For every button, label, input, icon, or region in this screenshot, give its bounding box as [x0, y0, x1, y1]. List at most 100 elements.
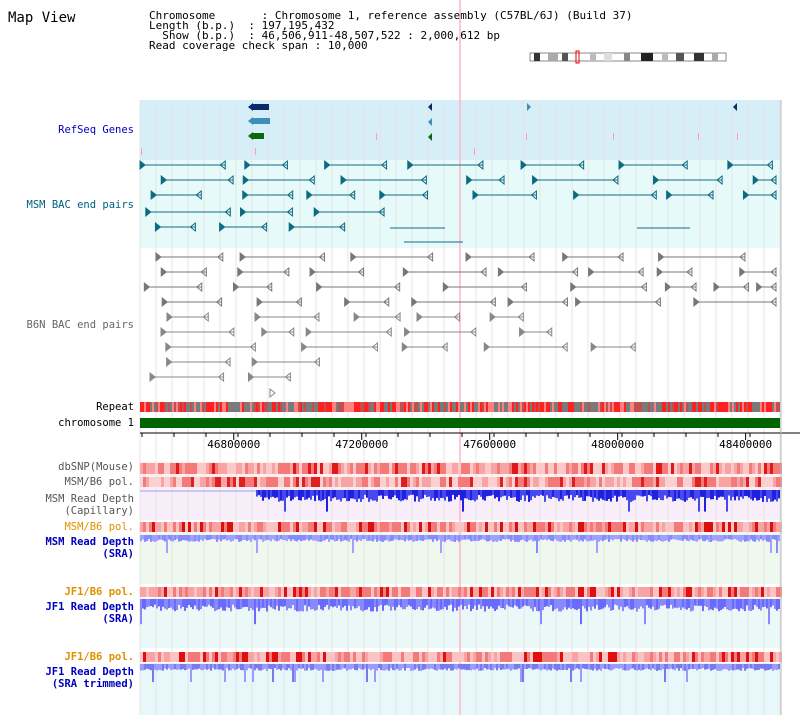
- msm-bac-pair-end: [577, 159, 585, 171]
- msm-capillary-depth-bar: [650, 490, 652, 497]
- msm-sra-depth-bar: [568, 535, 570, 541]
- jf1-sra-depth-bar: [144, 599, 146, 610]
- b6n-bac-pair-end: [483, 341, 491, 353]
- msm-sra-depth-bar: [528, 535, 530, 541]
- jf1-b6-pol-cell: [638, 587, 641, 597]
- msm-b6-pol-cell: [743, 477, 746, 487]
- jf1-b6-pol-cell: [572, 587, 575, 597]
- dbsnp-cell: [536, 463, 539, 474]
- msm-b6-pol-cell: [272, 522, 275, 532]
- jf1-b6-pol-cell: [224, 652, 227, 662]
- jf1-trim-depth-bar: [546, 664, 548, 671]
- jf1-trim-depth-bar: [600, 664, 602, 671]
- msm-sra-depth-bar: [712, 535, 714, 541]
- msm-sra-depth-bar: [326, 535, 328, 540]
- msm-capillary-depth-bar: [728, 490, 730, 496]
- jf1-b6-pol-cell: [776, 652, 779, 662]
- jf1-sra-depth-bar: [468, 599, 470, 605]
- jf1-b6-pol-cell: [374, 652, 377, 662]
- msm-b6-pol-cell: [677, 477, 680, 487]
- jf1-trim-depth-bar: [246, 664, 248, 671]
- b6n-bac-pair-end: [357, 266, 365, 278]
- msm-b6-pol-cell: [428, 477, 431, 487]
- dbsnp-cell: [404, 463, 407, 474]
- msm-sra-depth-bar: [390, 535, 392, 542]
- msm-b6-pol-cell: [497, 522, 500, 532]
- jf1-b6-pol-cell: [479, 652, 482, 662]
- msm-capillary-depth-bar: [386, 490, 388, 496]
- jf1-trim-depth-bar: [508, 664, 510, 670]
- jf1-b6-pol-cell: [254, 652, 257, 662]
- msm-b6-pol-cell: [422, 522, 425, 532]
- msm-capillary-depth-bar: [546, 490, 548, 496]
- jf1-trim-depth-bar: [374, 664, 376, 682]
- jf1-sra-depth-bar: [714, 599, 716, 608]
- jf1-sra-depth-bar: [704, 599, 706, 606]
- repeat-element: [280, 402, 282, 412]
- dbsnp-cell: [365, 463, 368, 474]
- jf1-trim-depth-bar: [148, 664, 150, 670]
- msm-b6-pol-cell: [416, 522, 419, 532]
- msm-b6-pol-cell: [527, 477, 530, 487]
- jf1-b6-pol-cell: [233, 652, 236, 662]
- msm-capillary-depth-bar: [704, 490, 706, 512]
- msm-b6-pol-cell: [179, 477, 182, 487]
- repeat-element: [746, 402, 748, 412]
- msm-capillary-depth-bar: [288, 490, 290, 497]
- jf1-b6-pol-cell: [470, 652, 473, 662]
- repeat-element: [716, 402, 718, 412]
- repeat-element: [748, 402, 750, 412]
- msm-b6-pol-cell: [359, 477, 362, 487]
- msm-b6-pol-cell: [452, 477, 455, 487]
- gene-strand-arrow: [428, 133, 432, 141]
- msm-sra-depth-bar: [410, 535, 412, 540]
- b6n-bac-pair-end: [629, 341, 636, 353]
- jf1-trim-depth-bar: [472, 664, 474, 670]
- msm-capillary-depth-bar: [614, 490, 616, 496]
- jf1-trim-depth-bar: [250, 664, 252, 669]
- jf1-sra-depth-bar: [616, 599, 618, 606]
- msm-sra-depth-bar: [592, 535, 594, 541]
- dbsnp-cell: [398, 463, 401, 474]
- track-label-msm-bac[interactable]: MSM BAC end pairs: [26, 199, 134, 211]
- msm-sra-depth-bar: [468, 535, 470, 540]
- jf1-trim-depth-bar: [698, 664, 700, 670]
- repeat-element: [694, 402, 696, 412]
- b6n-bac-pair-end: [239, 251, 246, 263]
- repeat-element: [398, 402, 400, 412]
- repeat-element: [764, 402, 766, 412]
- jf1-sra-depth-bar: [680, 599, 682, 610]
- jf1-b6-pol-cell: [200, 587, 203, 597]
- track-label-b6n-bac[interactable]: B6N BAC end pairs: [26, 319, 134, 331]
- jf1-b6-pol-cell: [656, 587, 659, 597]
- dbsnp-cell: [299, 463, 302, 474]
- msm-capillary-depth-bar: [208, 490, 210, 492]
- msm-b6-pol-cell: [683, 522, 686, 532]
- b6n-bac-pair-end: [562, 251, 569, 263]
- msm-capillary-depth-bar: [264, 490, 266, 498]
- jf1-b6-pol-cell: [173, 587, 176, 597]
- repeat-element: [624, 402, 626, 412]
- track-label-refseq[interactable]: RefSeq Genes: [58, 124, 134, 136]
- b6n-bac-pair-end: [313, 356, 320, 368]
- dbsnp-cell: [680, 463, 683, 474]
- msm-sra-depth-bar: [344, 535, 346, 541]
- jf1-trim-depth-bar: [386, 664, 388, 670]
- jf1-b6-pol-cell: [635, 652, 638, 662]
- jf1-sra-depth-bar: [244, 599, 246, 608]
- jf1-b6-pol-cell: [707, 587, 710, 597]
- msm-capillary-depth-bar: [606, 490, 608, 501]
- msm-b6-pol-cell: [470, 522, 473, 532]
- msm-b6-pol-cell: [293, 522, 296, 532]
- dbsnp-cell: [257, 463, 260, 474]
- jf1-sra-depth-bar: [426, 599, 428, 606]
- jf1-trim-depth-bar: [414, 664, 416, 670]
- msm-sra-depth-bar: [142, 535, 144, 540]
- repeat-element: [552, 402, 554, 412]
- msm-b6-pol-cell: [491, 522, 494, 532]
- msm-sra-depth-bar: [224, 535, 226, 540]
- jf1-sra-depth-bar: [520, 599, 522, 609]
- dbsnp-cell: [377, 463, 380, 474]
- msm-sra-depth-bar: [218, 535, 220, 540]
